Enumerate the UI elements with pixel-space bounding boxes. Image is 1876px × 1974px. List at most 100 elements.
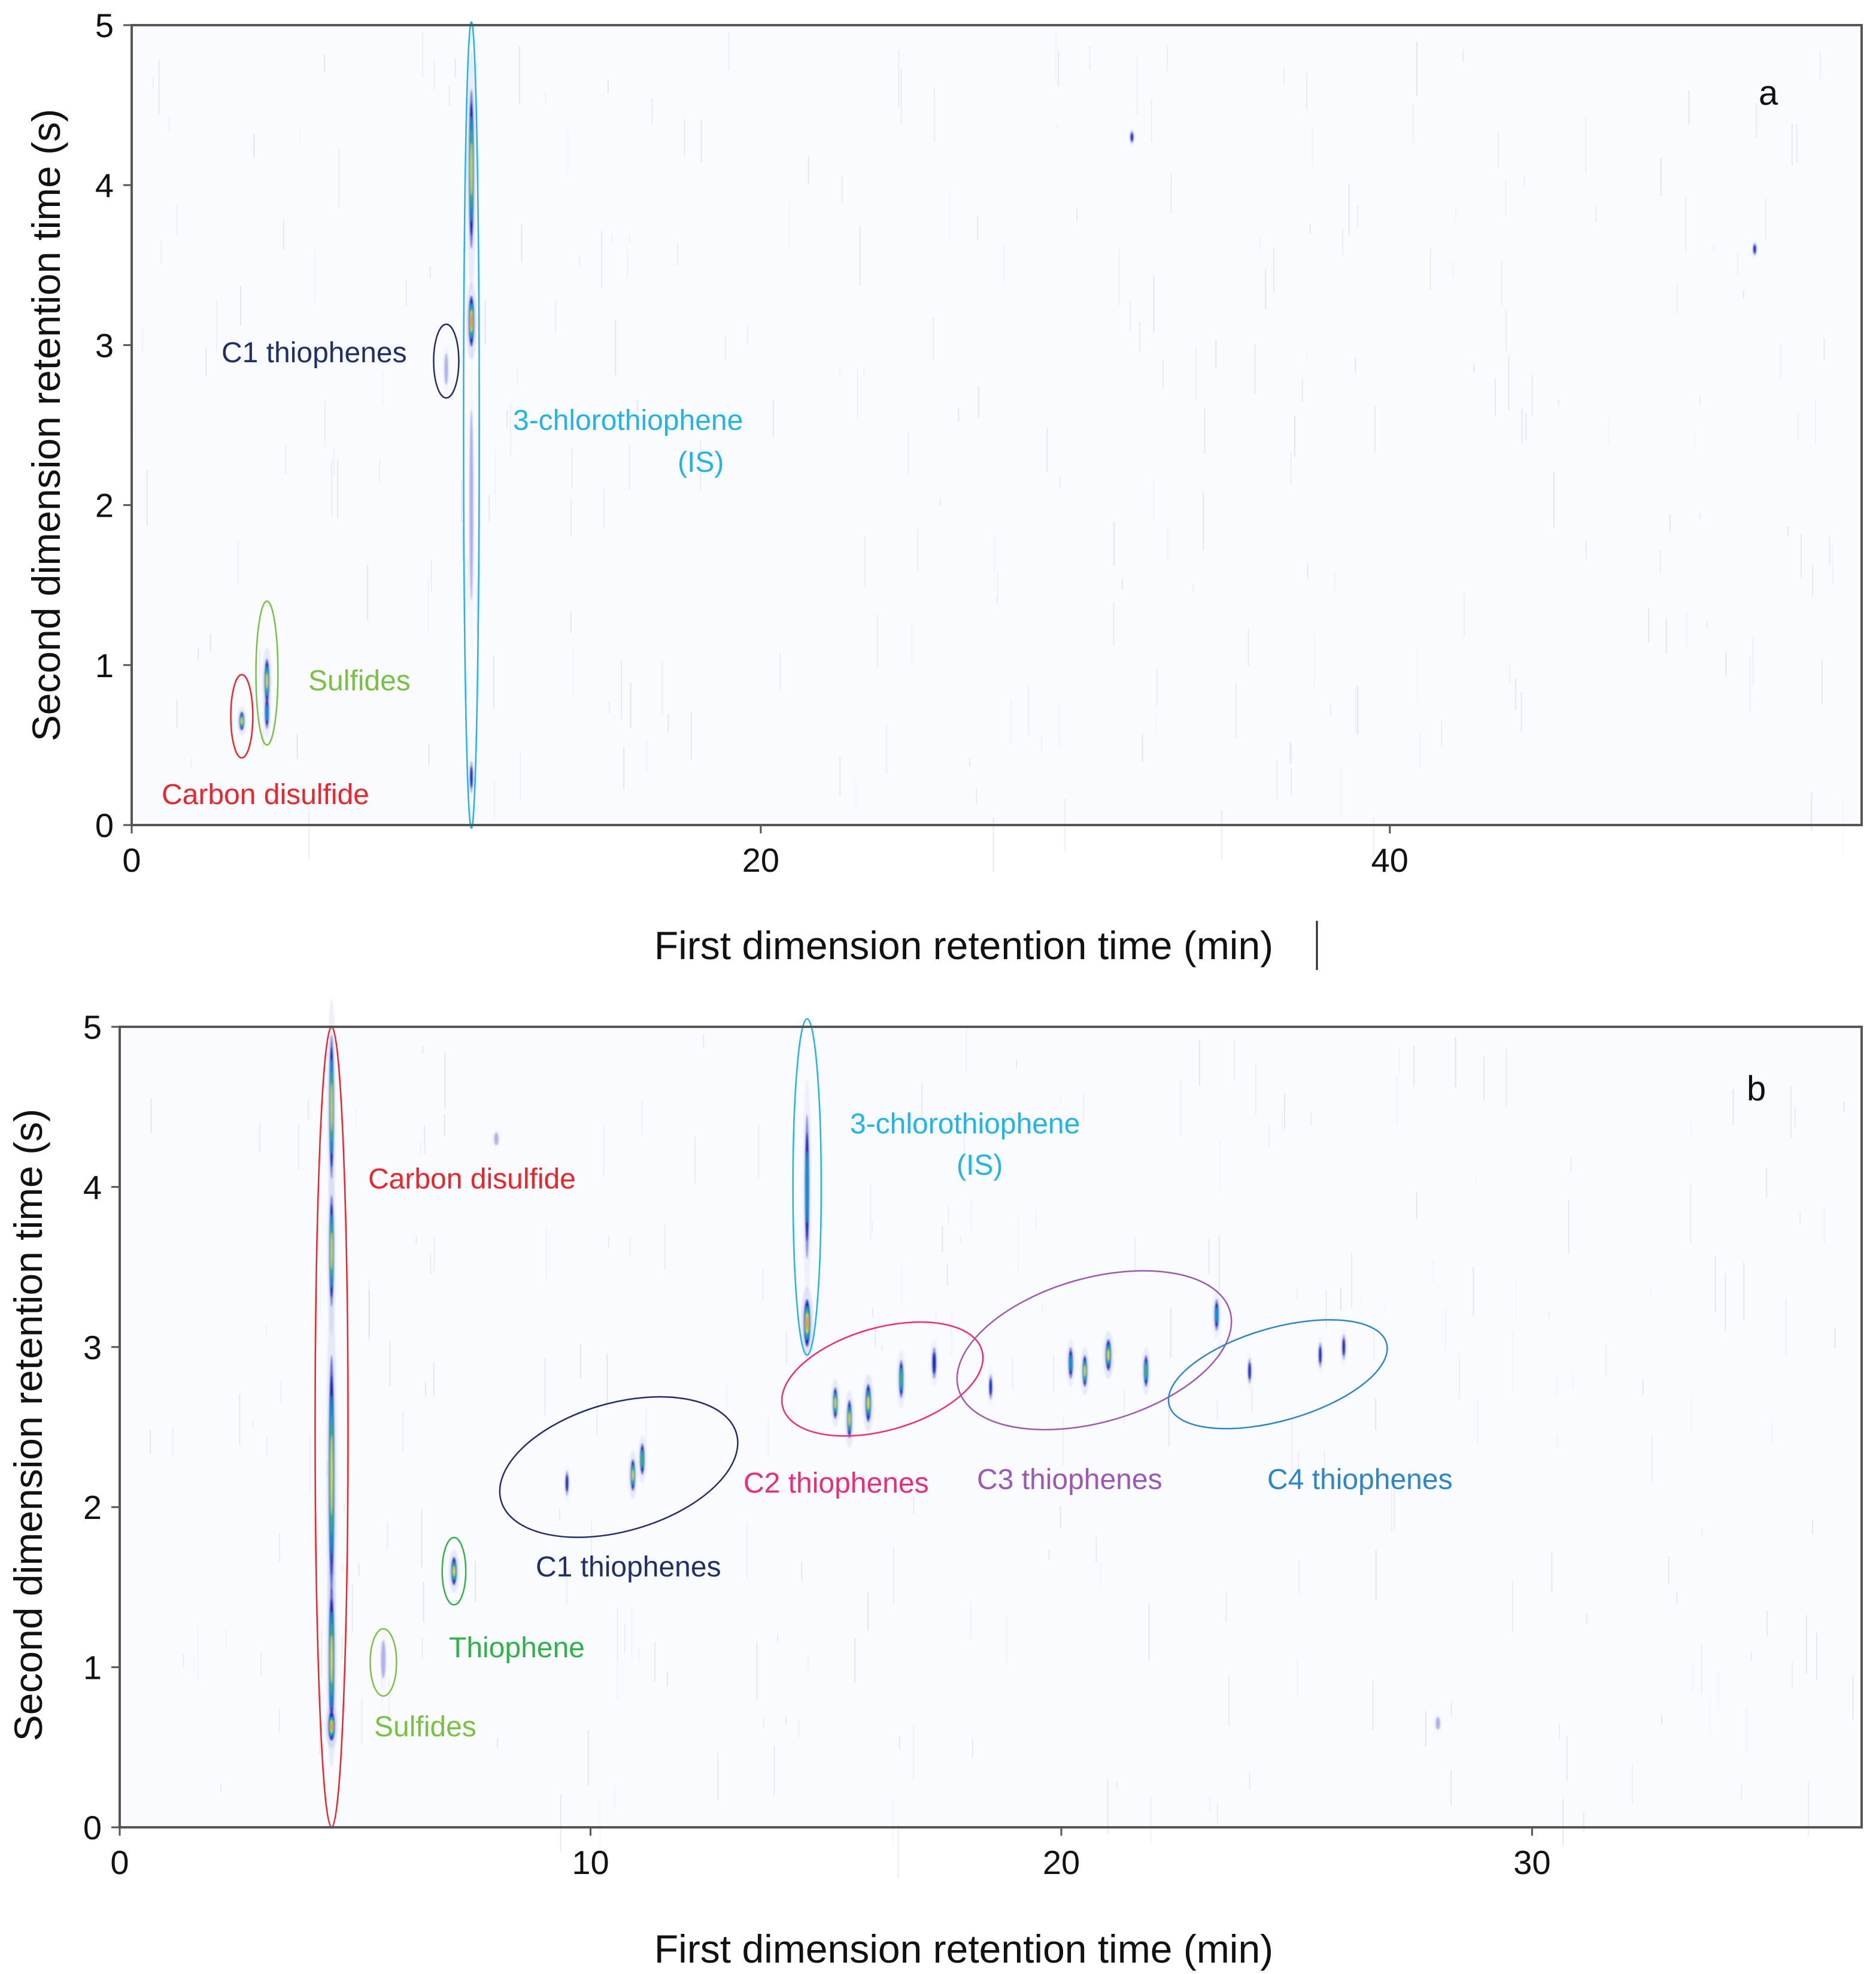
noise-streak <box>1419 733 1421 768</box>
peak-level <box>1130 132 1134 142</box>
panel-b-x-ticks: 0 10 20 30 <box>110 1827 1551 1881</box>
noise-streak <box>996 596 998 604</box>
panel-b-label-c4-thiophenes: C4 thiophenes <box>1267 1464 1453 1496</box>
noise-streak <box>1794 1107 1796 1127</box>
panel-a-y-ticks: 0 1 2 3 4 5 <box>95 7 132 844</box>
noise-streak <box>785 1717 787 1725</box>
noise-streak <box>641 1100 643 1136</box>
noise-streak <box>854 1638 856 1683</box>
noise-streak <box>1306 73 1308 111</box>
annotation-ellipse <box>463 21 480 829</box>
noise-streak <box>1312 129 1313 166</box>
noise-streak <box>1694 432 1696 450</box>
noise-streak <box>1737 254 1738 277</box>
peak-b-14 <box>863 1374 874 1432</box>
noise-streak <box>1585 117 1587 173</box>
peak-level <box>933 1352 936 1374</box>
noise-streak <box>1153 275 1155 332</box>
noise-streak <box>1766 1611 1768 1636</box>
noise-streak <box>475 1560 476 1602</box>
noise-streak <box>1375 1398 1377 1431</box>
noise-streak <box>591 1521 592 1556</box>
noise-streak <box>168 116 170 132</box>
noise-streak <box>1251 1388 1253 1413</box>
noise-streak <box>1792 1661 1793 1690</box>
noise-streak <box>428 743 430 766</box>
peak-level <box>494 1132 499 1145</box>
noise-streak <box>1573 1373 1574 1390</box>
noise-streak <box>872 1221 873 1233</box>
noise-streak <box>1006 1614 1007 1665</box>
noise-streak <box>1551 1551 1553 1593</box>
noise-streak <box>279 1533 281 1561</box>
noise-streak <box>808 1655 809 1671</box>
panel-a-y-axis-label: Second dimension retention time (s) <box>24 109 68 742</box>
peak-b-27 <box>1433 1714 1443 1733</box>
annotation-ellipse <box>499 1396 739 1538</box>
noise-streak <box>746 1521 748 1579</box>
noise-streak <box>285 445 287 475</box>
noise-streak <box>1296 1288 1298 1300</box>
noise-streak <box>677 243 679 266</box>
noise-streak <box>1342 228 1343 255</box>
noise-streak <box>1291 1413 1293 1473</box>
noise-streak <box>1432 1259 1434 1282</box>
panel-b-label-sulfides: Sulfides <box>374 1711 476 1743</box>
noise-streak <box>433 1238 435 1270</box>
noise-streak <box>1060 1096 1062 1106</box>
peak-b-5 <box>378 1630 388 1688</box>
y-tick-label: 4 <box>95 166 114 204</box>
noise-streak <box>430 560 432 592</box>
peak-b-9 <box>638 1435 647 1484</box>
noise-streak <box>544 1358 546 1415</box>
peak-b-13 <box>845 1390 854 1448</box>
noise-streak <box>1374 406 1376 452</box>
noise-streak <box>762 1269 764 1302</box>
panel-b-background-noise <box>150 1028 1854 1879</box>
noise-streak <box>1746 1708 1748 1753</box>
noise-streak <box>1515 678 1517 709</box>
x-tick-label: 20 <box>742 841 779 879</box>
noise-streak <box>1276 760 1278 799</box>
noise-streak <box>1505 1048 1507 1107</box>
peak-level <box>1342 1338 1345 1356</box>
noise-streak <box>405 279 407 306</box>
noise-streak <box>1749 657 1751 713</box>
annotation-ellipse <box>369 1628 397 1697</box>
noise-streak <box>1017 1218 1019 1272</box>
noise-streak <box>964 1130 966 1161</box>
noise-streak <box>320 1273 321 1318</box>
noise-streak <box>617 1658 618 1701</box>
peak-a-3 <box>466 49 476 289</box>
noise-streak <box>1741 1784 1743 1801</box>
peak-level <box>900 1371 903 1387</box>
panel-a-chart: 0 20 40 0 1 2 3 4 5 First dimension retention t… <box>24 7 1863 970</box>
noise-streak <box>216 299 217 351</box>
noise-streak <box>1823 338 1825 360</box>
noise-streak <box>355 1109 357 1129</box>
noise-streak <box>1355 687 1356 733</box>
noise-streak <box>141 326 143 353</box>
noise-streak <box>798 1720 800 1738</box>
noise-streak <box>1706 621 1708 629</box>
noise-streak <box>1046 428 1048 472</box>
noise-streak <box>841 175 843 203</box>
noise-streak <box>193 1658 195 1673</box>
noise-streak <box>1771 1418 1772 1444</box>
panel-b-peaks <box>325 999 1443 1767</box>
noise-streak <box>917 529 918 571</box>
noise-streak <box>1217 1803 1218 1824</box>
peak-a-7 <box>442 345 450 393</box>
noise-streak <box>1356 206 1358 228</box>
noise-streak <box>308 1100 309 1120</box>
noise-streak <box>299 129 300 142</box>
noise-streak <box>994 534 995 571</box>
noise-streak <box>570 498 572 536</box>
noise-streak <box>239 1393 241 1445</box>
noise-streak <box>484 301 486 345</box>
noise-streak <box>1086 1467 1088 1490</box>
x-tick-label: 40 <box>1371 841 1408 879</box>
peak-level <box>806 1151 809 1223</box>
noise-streak <box>493 655 494 708</box>
noise-streak <box>497 1738 499 1749</box>
